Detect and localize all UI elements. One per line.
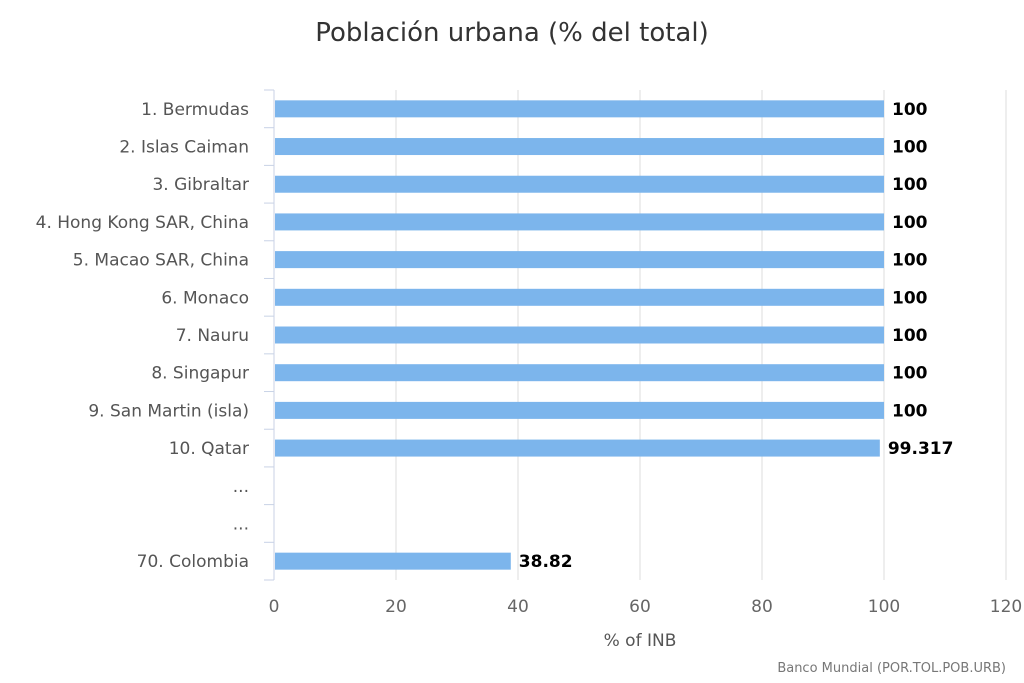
- bar: [275, 251, 884, 269]
- value-label: 100: [892, 213, 928, 233]
- value-label: 100: [892, 138, 928, 158]
- bar: [275, 326, 884, 344]
- bar: [275, 364, 884, 382]
- category-label: 70. Colombia: [137, 552, 249, 572]
- bar: [275, 288, 884, 306]
- x-axis-ticks: 0 20 40 60 80 100 120: [269, 597, 1023, 617]
- category-label: ...: [233, 514, 249, 534]
- category-labels: 1. Bermudas 2. Islas Caiman 3. Gibraltar 4.…: [36, 100, 250, 572]
- chart-title: Población urbana (% del total): [315, 18, 708, 48]
- value-label: 100: [892, 288, 928, 308]
- x-axis-label: % of INB: [604, 631, 677, 651]
- category-label: 10. Qatar: [169, 439, 249, 459]
- value-label: 38.82: [519, 552, 573, 572]
- category-label: 6. Monaco: [161, 288, 249, 308]
- value-labels: 100 100 100 100 100 100 100 100 100 99.317 38.82: [519, 100, 954, 572]
- x-tick-label: 120: [990, 597, 1022, 617]
- value-label: 100: [892, 364, 928, 384]
- x-tick-label: 100: [868, 597, 900, 617]
- source-credit: Banco Mundial (POR.TOL.POB.URB): [777, 661, 1006, 676]
- category-label: 2. Islas Caiman: [119, 138, 249, 158]
- value-label: 100: [892, 401, 928, 421]
- x-tick-label: 60: [629, 597, 651, 617]
- category-label: 4. Hong Kong SAR, China: [36, 213, 249, 233]
- category-label: 1. Bermudas: [141, 100, 249, 120]
- category-label: 7. Nauru: [176, 326, 249, 346]
- value-label: 99.317: [888, 439, 954, 459]
- bar: [275, 100, 884, 118]
- x-tick-label: 40: [507, 597, 529, 617]
- bar: [275, 401, 884, 419]
- bar: [275, 213, 884, 231]
- bars: [275, 100, 884, 570]
- value-label: 100: [892, 326, 928, 346]
- category-label: ...: [233, 477, 249, 497]
- value-label: 100: [892, 251, 928, 271]
- value-label: 100: [892, 100, 928, 120]
- category-label: 9. San Martin (isla): [88, 401, 249, 421]
- x-tick-label: 80: [751, 597, 773, 617]
- x-tick-label: 20: [385, 597, 407, 617]
- value-label: 100: [892, 175, 928, 195]
- category-label: 5. Macao SAR, China: [73, 251, 249, 271]
- category-label: 8. Singapur: [151, 364, 249, 384]
- x-tick-label: 0: [269, 597, 280, 617]
- bar: [275, 552, 511, 570]
- bar: [275, 439, 880, 457]
- bar: [275, 138, 884, 156]
- category-label: 3. Gibraltar: [152, 175, 249, 195]
- bar: [275, 175, 884, 193]
